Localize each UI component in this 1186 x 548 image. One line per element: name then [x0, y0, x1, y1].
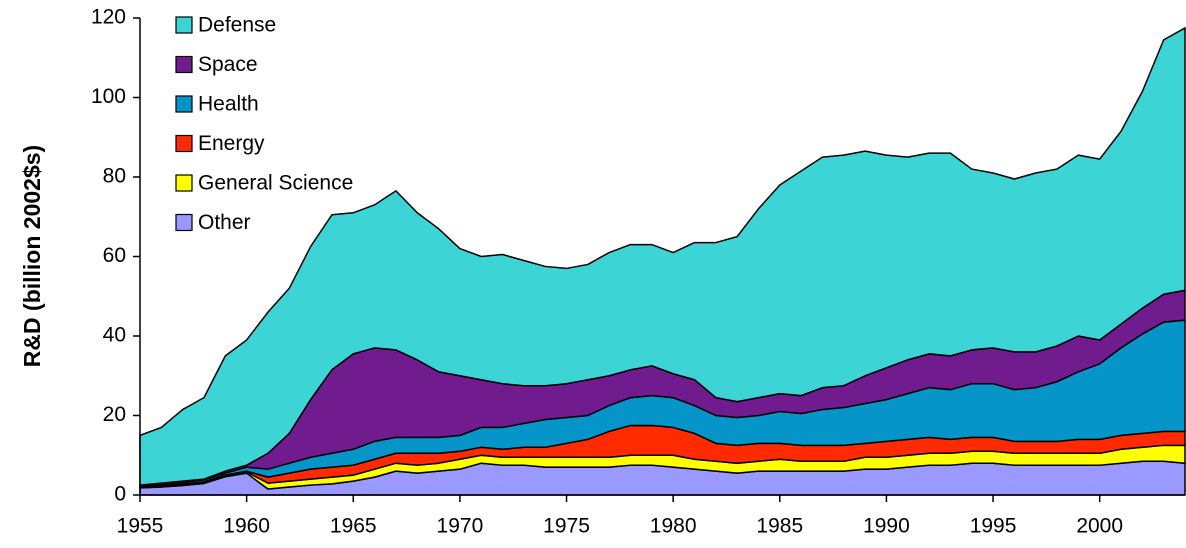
y-tick-label: 40 [103, 324, 126, 347]
y-tick-label: 80 [103, 165, 126, 188]
y-tick-label: 0 [114, 483, 126, 506]
legend-swatch [175, 213, 193, 232]
legend-label: Space [198, 53, 258, 76]
x-tick-label: 1965 [330, 515, 377, 538]
x-tick-label: 1970 [437, 515, 484, 538]
legend-label: Energy [198, 132, 265, 155]
x-tick-label: 1975 [543, 515, 590, 538]
x-tick-label: 1960 [223, 515, 270, 538]
legend-swatch [175, 55, 193, 74]
legend-swatch [175, 174, 193, 192]
legend-label: Health [198, 93, 259, 116]
legend-swatch [175, 16, 193, 34]
legend-label: Other [198, 211, 251, 234]
y-tick-label: 120 [91, 6, 126, 29]
y-tick-label: 20 [103, 403, 126, 426]
x-tick-label: 1990 [863, 515, 910, 538]
x-tick-label: 1995 [970, 515, 1017, 538]
y-axis-label: R&D (billion 2002$s) [19, 145, 45, 367]
x-tick-label: 1955 [117, 515, 164, 538]
legend-label: Defense [198, 14, 276, 37]
x-tick-label: 1980 [650, 515, 697, 538]
legend-swatch [175, 134, 193, 153]
x-tick-label: 1985 [756, 515, 803, 538]
legend-swatch [175, 95, 193, 113]
area [139, 27, 1186, 486]
x-tick-label: 2000 [1076, 515, 1123, 538]
y-tick-label: 60 [103, 244, 126, 267]
legend-label: General Science [198, 172, 353, 195]
y-tick-label: 100 [91, 85, 126, 108]
